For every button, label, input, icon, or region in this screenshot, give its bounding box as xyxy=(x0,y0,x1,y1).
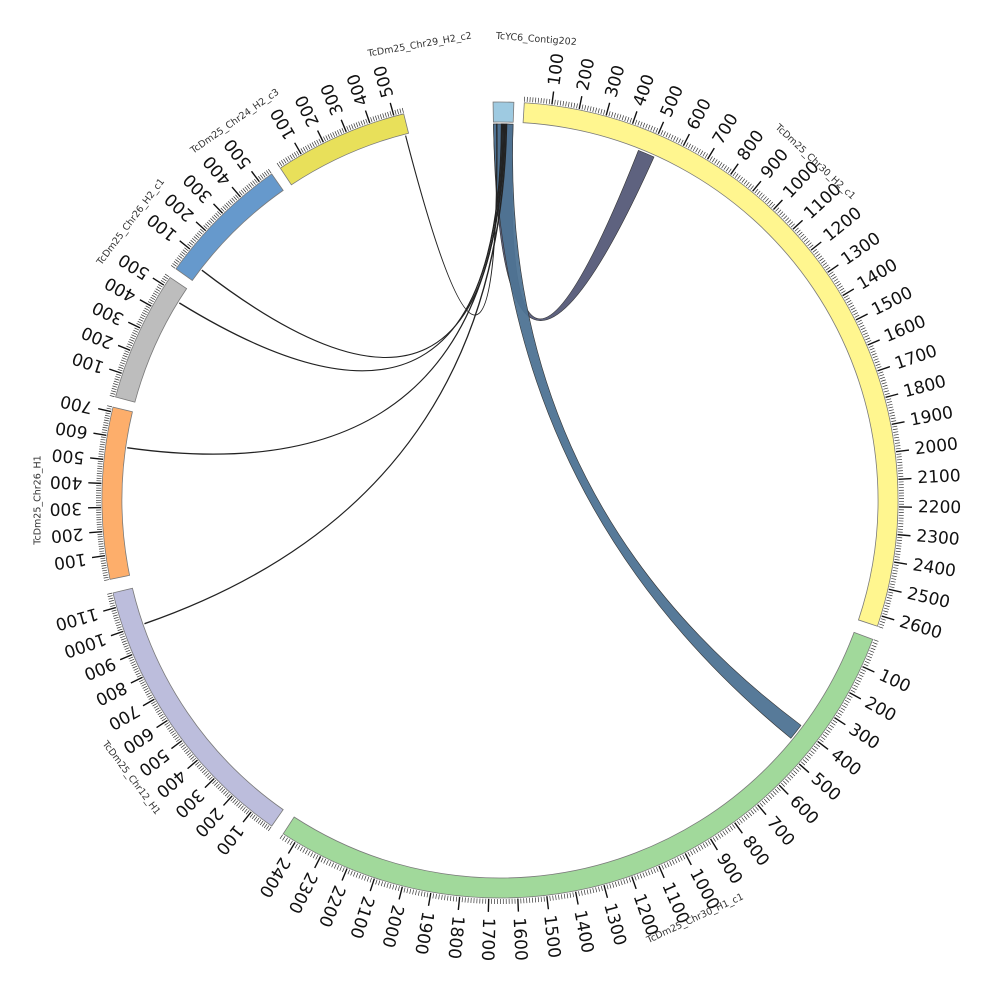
link-6 xyxy=(405,123,498,316)
tick-label: 900 xyxy=(712,850,746,888)
tick-label: 2000 xyxy=(377,903,407,950)
sequence-label-tcdm25-chr30-h1-c1: TcDm25_Chr30_H1_c1 xyxy=(644,891,745,946)
tick-label: 2500 xyxy=(905,584,952,613)
tick-label: 600 xyxy=(54,417,89,442)
tick-label: 800 xyxy=(92,677,130,709)
ideogram-tcdm25-chr26-h2-c1 xyxy=(115,276,188,403)
ticks-layer xyxy=(88,91,912,912)
tick-label: 1600 xyxy=(881,312,929,347)
ideogram-tcdm25-chr24-h2-c3 xyxy=(175,173,284,282)
tick-label: 300 xyxy=(49,498,82,519)
tick-label: 1400 xyxy=(569,909,597,955)
tick-label: 2400 xyxy=(254,854,293,901)
tick-label: 400 xyxy=(50,471,83,492)
tick-label: 900 xyxy=(81,653,119,684)
link-4 xyxy=(127,123,506,455)
tick-label: 300 xyxy=(602,63,630,100)
tick-label: 2200 xyxy=(918,497,962,518)
ideogram-tcdm25-chr12-h1 xyxy=(112,587,284,827)
major-ticks-tcdm25-chr26-h2-c1 xyxy=(109,277,165,374)
tick-label: 2000 xyxy=(914,434,959,459)
tick-label: 2400 xyxy=(911,555,957,581)
ticks-tcdm25-chr30-h2-c1 xyxy=(524,91,912,629)
tick-label: 900 xyxy=(757,145,793,183)
tick-label: 600 xyxy=(683,95,716,133)
tick-label: 400 xyxy=(629,72,659,109)
tick-label: 300 xyxy=(845,720,883,754)
tick-label: 600 xyxy=(785,792,822,829)
tick-label: 500 xyxy=(807,769,845,805)
tick-label: 1600 xyxy=(509,917,531,961)
tick-label: 700 xyxy=(59,390,95,417)
tick-label: 100 xyxy=(70,347,107,376)
tick-label: 1300 xyxy=(599,901,630,948)
ticks-tcdm25-chr30-h1-c1 xyxy=(279,639,879,912)
tick-label: 2100 xyxy=(345,894,378,941)
tick-label: 2100 xyxy=(917,466,961,488)
major-ticks-tcdm25-chr29-h2-c2 xyxy=(294,102,395,155)
tick-label: 100 xyxy=(53,548,88,572)
tick-label: 1700 xyxy=(892,341,939,374)
tick-label: 700 xyxy=(762,813,798,851)
tick-label: 400 xyxy=(827,745,865,781)
tick-label: 1500 xyxy=(868,283,916,320)
tick-label: 1900 xyxy=(410,910,437,956)
ideogram-tcdm25-chr29-h2-c2 xyxy=(279,113,410,186)
ideogram-tcdm25-chr26-h1 xyxy=(101,406,133,580)
tick-label: 200 xyxy=(50,523,84,546)
tick-label: 1100 xyxy=(53,603,100,634)
sequence-label-tcyc6-contig202: TcYC6_Contig202 xyxy=(494,31,577,48)
links-layer xyxy=(127,123,802,739)
link-2 xyxy=(178,123,503,372)
tick-label: 1000 xyxy=(61,628,108,661)
tick-label: 2300 xyxy=(284,869,321,917)
tick-label: 200 xyxy=(79,322,117,353)
tick-label: 200 xyxy=(573,57,599,93)
tick-label: 300 xyxy=(317,80,348,118)
tick-label: 200 xyxy=(861,693,899,726)
sequence-label-tcdm25-chr26-h1: TcDm25_Chr26_H1 xyxy=(33,455,44,545)
tick-label: 400 xyxy=(343,71,373,108)
ideogram-tcdm25-chr30-h1-c1 xyxy=(282,631,874,899)
tick-label: 800 xyxy=(738,832,773,870)
tick-label: 500 xyxy=(657,83,688,121)
ideogram-tcyc6-contig202 xyxy=(492,101,515,123)
major-ticks-tcdm25-chr30-h1-c1 xyxy=(287,665,875,912)
tick-label: 100 xyxy=(876,665,914,697)
tick-label: 1800 xyxy=(901,372,948,402)
tick-label: 1700 xyxy=(477,918,498,962)
tick-label: 500 xyxy=(51,444,85,467)
link-1 xyxy=(493,123,802,739)
major-ticks-tcdm25-chr26-h1 xyxy=(88,407,112,559)
major-ticks-tcdm25-chr30-h2-c1 xyxy=(551,91,912,621)
tick-label: 1900 xyxy=(909,403,955,431)
tick-label: 200 xyxy=(292,92,324,130)
ideogram-tcdm25-chr30-h2-c1 xyxy=(522,102,899,627)
sequence-label-tcdm25-chr29-h2-c2: TcDm25_Chr29_H2_c2 xyxy=(366,30,473,59)
tick-label: 800 xyxy=(733,127,768,165)
ticks-tcdm25-chr12-h1 xyxy=(103,592,272,832)
tick-label: 2600 xyxy=(897,612,944,644)
tick-label: 100 xyxy=(544,52,568,87)
tick-label: 1800 xyxy=(443,915,467,960)
tick-label: 2200 xyxy=(314,882,349,930)
tick-label: 500 xyxy=(370,63,398,100)
tick-label: 700 xyxy=(709,110,743,148)
tick-label: 1500 xyxy=(539,914,564,959)
major-ticks-tcdm25-chr24-h2-c3 xyxy=(179,170,260,250)
ideogram-layer xyxy=(101,101,899,899)
major-ticks-tcdm25-chr12-h1 xyxy=(103,606,252,823)
tick-label: 2300 xyxy=(916,526,961,550)
